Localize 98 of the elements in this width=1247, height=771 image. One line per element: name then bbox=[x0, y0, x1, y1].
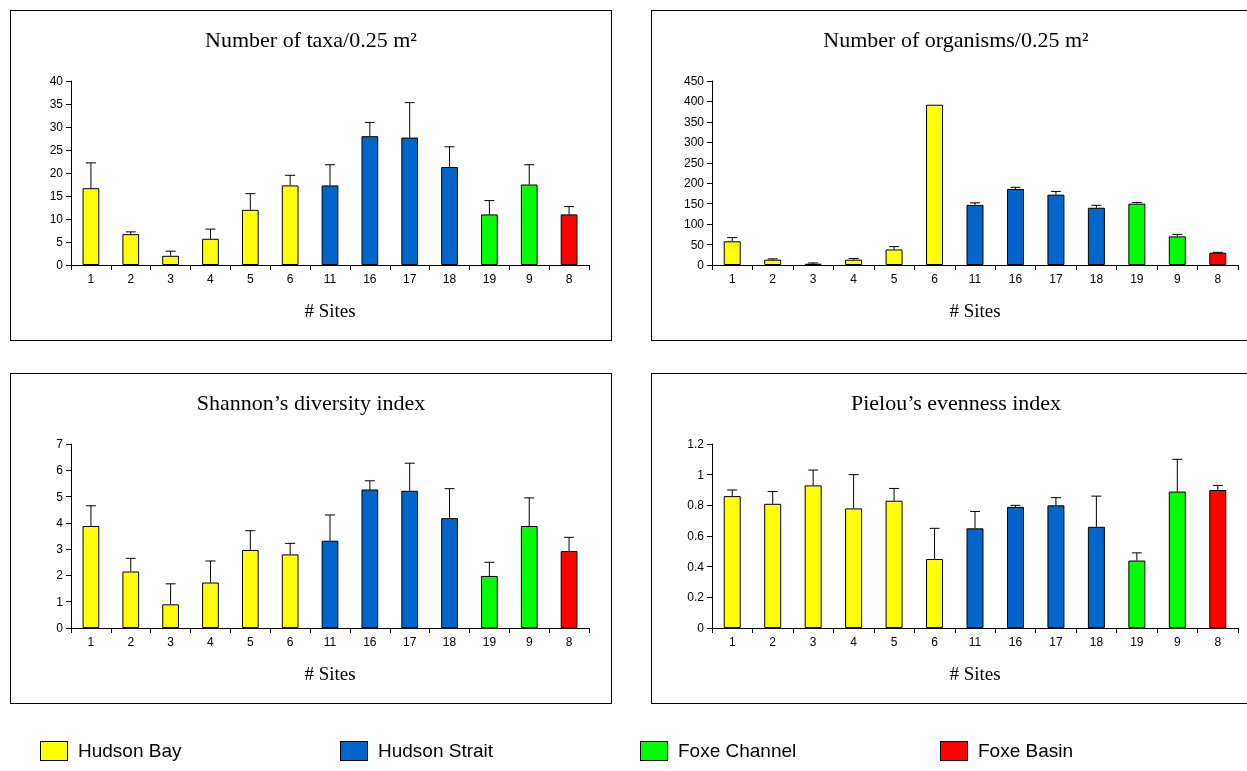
y-tick-label: 30 bbox=[49, 120, 64, 134]
y-tick-label: 5 bbox=[56, 489, 64, 504]
x-axis-title: # Sites bbox=[304, 300, 356, 321]
legend-label: Foxe Basin bbox=[978, 740, 1074, 762]
x-tick-label: 2 bbox=[769, 272, 777, 286]
y-tick-label: 400 bbox=[683, 94, 705, 109]
y-tick-label: 35 bbox=[49, 97, 64, 111]
x-tick-label: 8 bbox=[1214, 272, 1222, 286]
x-tick-label: 16 bbox=[363, 635, 377, 649]
x-axis-title: # Sites bbox=[949, 663, 1001, 684]
x-tick-label: 11 bbox=[968, 272, 982, 286]
y-tick-label: 350 bbox=[683, 114, 705, 129]
y-tick-label: 250 bbox=[683, 155, 705, 170]
legend-label: Hudson Strait bbox=[378, 740, 494, 762]
x-tick-label: 11 bbox=[968, 635, 982, 649]
x-tick-label: 6 bbox=[931, 272, 939, 286]
chart-title: Pielou’s evenness index bbox=[850, 389, 1062, 415]
x-tick-label: 4 bbox=[207, 635, 215, 649]
y-tick-label: 200 bbox=[683, 176, 705, 191]
chart-title: Number of taxa/0.25 m² bbox=[205, 26, 418, 52]
x-tick-label: 2 bbox=[127, 635, 135, 649]
x-tick-label: 1 bbox=[728, 272, 736, 286]
x-tick-label: 16 bbox=[363, 272, 377, 286]
y-tick-label: 300 bbox=[683, 135, 705, 150]
x-tick-label: 11 bbox=[323, 272, 337, 286]
y-tick-label: 50 bbox=[690, 237, 705, 252]
x-tick-label: 19 bbox=[482, 635, 497, 649]
y-tick-label: 0 bbox=[697, 258, 705, 272]
x-tick-label: 18 bbox=[1089, 272, 1104, 286]
x-tick-label: 5 bbox=[246, 272, 254, 286]
x-tick-label: 1 bbox=[87, 272, 95, 286]
x-tick-label: 5 bbox=[246, 635, 254, 649]
x-tick-label: 4 bbox=[850, 272, 858, 286]
y-tick-label: 450 bbox=[683, 74, 705, 88]
y-tick-label: 6 bbox=[56, 463, 64, 478]
y-tick-label: 3 bbox=[56, 542, 64, 557]
x-tick-label: 18 bbox=[442, 272, 457, 286]
chart-title: Number of organisms/0.25 m² bbox=[823, 26, 1090, 52]
x-tick-label: 3 bbox=[809, 272, 817, 286]
y-tick-label: 2 bbox=[56, 568, 64, 583]
y-tick-label: 0.2 bbox=[687, 590, 705, 605]
x-tick-label: 5 bbox=[890, 635, 898, 649]
y-tick-label: 0.4 bbox=[687, 559, 705, 574]
y-tick-label: 0 bbox=[697, 621, 705, 635]
x-tick-label: 16 bbox=[1008, 635, 1023, 649]
x-tick-label: 17 bbox=[1049, 635, 1063, 649]
y-tick-label: 10 bbox=[49, 212, 64, 226]
x-tick-label: 11 bbox=[323, 635, 337, 649]
chart-title: Shannon’s diversity index bbox=[196, 389, 426, 415]
x-tick-label: 3 bbox=[167, 272, 175, 286]
x-tick-label: 18 bbox=[1089, 635, 1104, 649]
y-tick-label: 15 bbox=[49, 189, 64, 203]
y-tick-label: 1 bbox=[56, 594, 64, 609]
x-tick-label: 18 bbox=[442, 635, 457, 649]
x-tick-label: 8 bbox=[565, 635, 573, 649]
x-tick-label: 2 bbox=[127, 272, 135, 286]
x-tick-label: 8 bbox=[565, 272, 573, 286]
y-tick-label: 0.8 bbox=[687, 498, 705, 513]
x-tick-label: 4 bbox=[207, 272, 215, 286]
legend-label: Hudson Bay bbox=[78, 740, 182, 762]
y-tick-label: 150 bbox=[683, 196, 705, 211]
y-tick-label: 20 bbox=[49, 166, 64, 180]
x-tick-label: 1 bbox=[728, 635, 736, 649]
x-tick-label: 6 bbox=[931, 635, 939, 649]
x-axis-title: # Sites bbox=[304, 663, 356, 684]
y-tick-label: 0 bbox=[56, 621, 64, 635]
legend-label: Foxe Channel bbox=[678, 740, 797, 762]
x-tick-label: 17 bbox=[403, 272, 417, 286]
y-tick-label: 7 bbox=[56, 437, 64, 451]
x-tick-label: 6 bbox=[286, 272, 294, 286]
x-tick-label: 8 bbox=[1214, 635, 1222, 649]
x-tick-label: 9 bbox=[525, 272, 533, 286]
x-tick-label: 19 bbox=[1130, 272, 1144, 286]
x-tick-label: 1 bbox=[87, 635, 95, 649]
x-tick-label: 9 bbox=[1173, 272, 1181, 286]
x-tick-label: 19 bbox=[482, 272, 497, 286]
x-tick-label: 5 bbox=[890, 272, 898, 286]
x-tick-label: 9 bbox=[525, 635, 533, 649]
x-tick-label: 6 bbox=[286, 635, 294, 649]
x-tick-label: 9 bbox=[1173, 635, 1181, 649]
y-tick-label: 25 bbox=[49, 143, 64, 157]
x-tick-label: 4 bbox=[850, 635, 858, 649]
x-tick-label: 2 bbox=[769, 635, 777, 649]
x-tick-label: 16 bbox=[1008, 272, 1023, 286]
y-tick-label: 0 bbox=[56, 258, 64, 272]
x-tick-label: 17 bbox=[403, 635, 417, 649]
y-tick-label: 0.6 bbox=[687, 529, 705, 543]
y-tick-label: 1.2 bbox=[687, 437, 705, 451]
y-tick-label: 100 bbox=[683, 217, 705, 232]
y-tick-label: 40 bbox=[49, 74, 64, 88]
y-tick-label: 5 bbox=[56, 235, 64, 249]
y-tick-label: 4 bbox=[56, 515, 64, 530]
x-tick-label: 17 bbox=[1049, 272, 1063, 286]
x-axis-title: # Sites bbox=[949, 300, 1001, 321]
x-tick-label: 19 bbox=[1130, 635, 1144, 649]
y-tick-label: 1 bbox=[697, 467, 705, 482]
x-tick-label: 3 bbox=[809, 635, 817, 649]
x-tick-label: 3 bbox=[167, 635, 175, 649]
